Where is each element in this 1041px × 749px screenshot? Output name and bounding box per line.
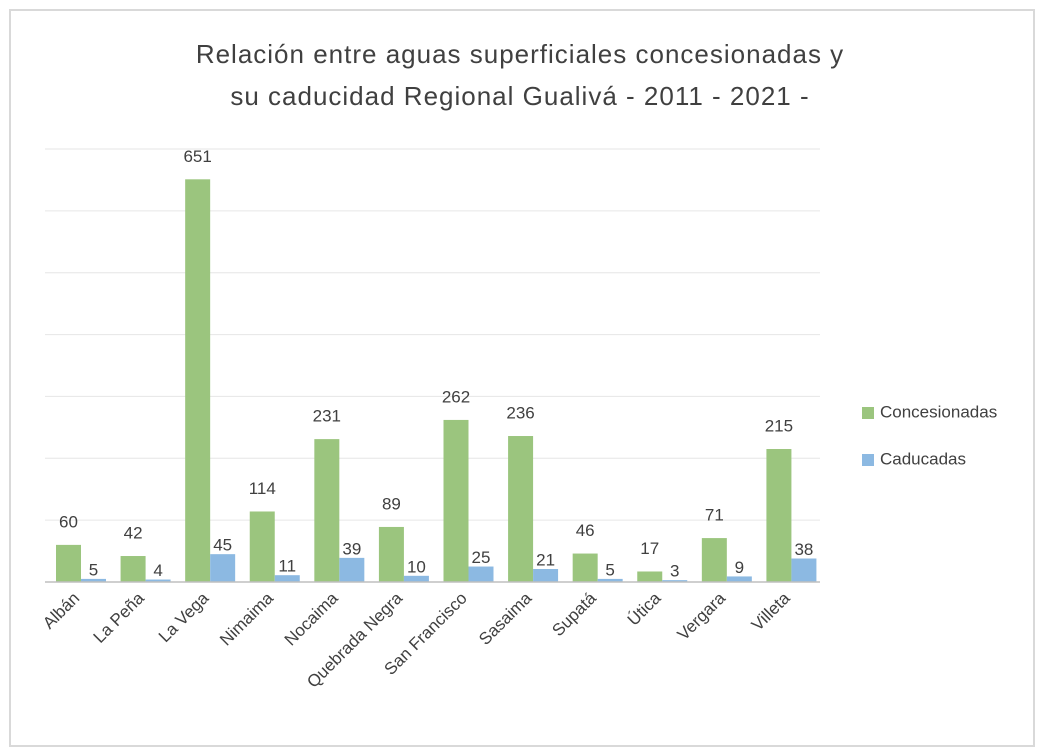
data-label: 651 — [183, 147, 211, 166]
data-label: 3 — [670, 562, 679, 581]
chart-title: Relación entre aguas superficiales conce… — [196, 39, 844, 69]
data-label: 10 — [407, 557, 426, 576]
bar — [662, 580, 688, 582]
bar — [185, 179, 211, 582]
bar — [572, 553, 598, 582]
bar — [210, 554, 236, 582]
data-label: 114 — [249, 479, 276, 498]
data-label: 25 — [472, 548, 491, 567]
bar — [791, 558, 817, 582]
legend-label: Concesionadas — [880, 402, 997, 421]
bar — [468, 566, 494, 582]
bar — [766, 449, 792, 582]
bar — [443, 419, 469, 582]
data-label: 45 — [213, 536, 232, 555]
bar — [637, 571, 663, 582]
bar — [120, 556, 146, 582]
bar — [56, 544, 81, 582]
bar — [403, 575, 429, 582]
legend-swatch — [862, 454, 874, 466]
data-label: 11 — [278, 557, 296, 576]
data-label: 9 — [735, 558, 744, 577]
bar — [508, 436, 534, 582]
data-label: 236 — [506, 404, 534, 423]
legend-swatch — [862, 407, 874, 419]
data-label: 60 — [59, 512, 78, 531]
bar — [378, 526, 404, 582]
data-label: 46 — [576, 521, 595, 540]
bar — [533, 569, 559, 582]
data-label: 38 — [794, 540, 813, 559]
bar — [145, 579, 171, 582]
data-label: 262 — [442, 387, 470, 406]
data-label: 21 — [536, 550, 555, 569]
data-label: 89 — [382, 494, 401, 513]
bar — [339, 557, 365, 582]
bar — [314, 439, 340, 582]
legend-label: Caducadas — [880, 449, 966, 468]
data-label: 5 — [605, 560, 614, 579]
bar — [726, 576, 752, 582]
data-label: 39 — [342, 539, 361, 558]
bar — [249, 511, 275, 582]
chart-title: su caducidad Regional Gualivá - 2011 - 2… — [230, 81, 809, 111]
chart-frame — [9, 9, 1035, 747]
bar — [597, 578, 623, 582]
bar — [81, 578, 106, 582]
bar — [701, 538, 727, 582]
data-label: 4 — [153, 561, 162, 580]
data-label: 215 — [765, 416, 793, 435]
data-label: 17 — [640, 539, 659, 558]
data-label: 71 — [705, 506, 724, 525]
data-label: 231 — [313, 407, 341, 426]
data-label: 42 — [124, 524, 143, 543]
bar — [274, 575, 300, 582]
data-label: 5 — [89, 560, 98, 579]
